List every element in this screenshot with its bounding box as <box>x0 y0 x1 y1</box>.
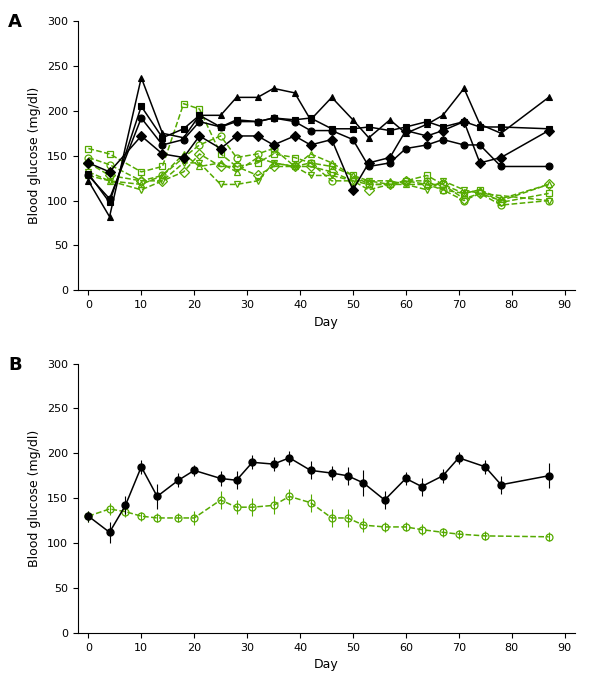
Y-axis label: Blood glucose (mg/dl): Blood glucose (mg/dl) <box>28 429 41 566</box>
X-axis label: Day: Day <box>314 316 339 329</box>
Text: B: B <box>8 356 22 373</box>
Text: A: A <box>8 13 22 31</box>
X-axis label: Day: Day <box>314 658 339 671</box>
Y-axis label: Blood glucose (mg/dl): Blood glucose (mg/dl) <box>28 87 41 224</box>
